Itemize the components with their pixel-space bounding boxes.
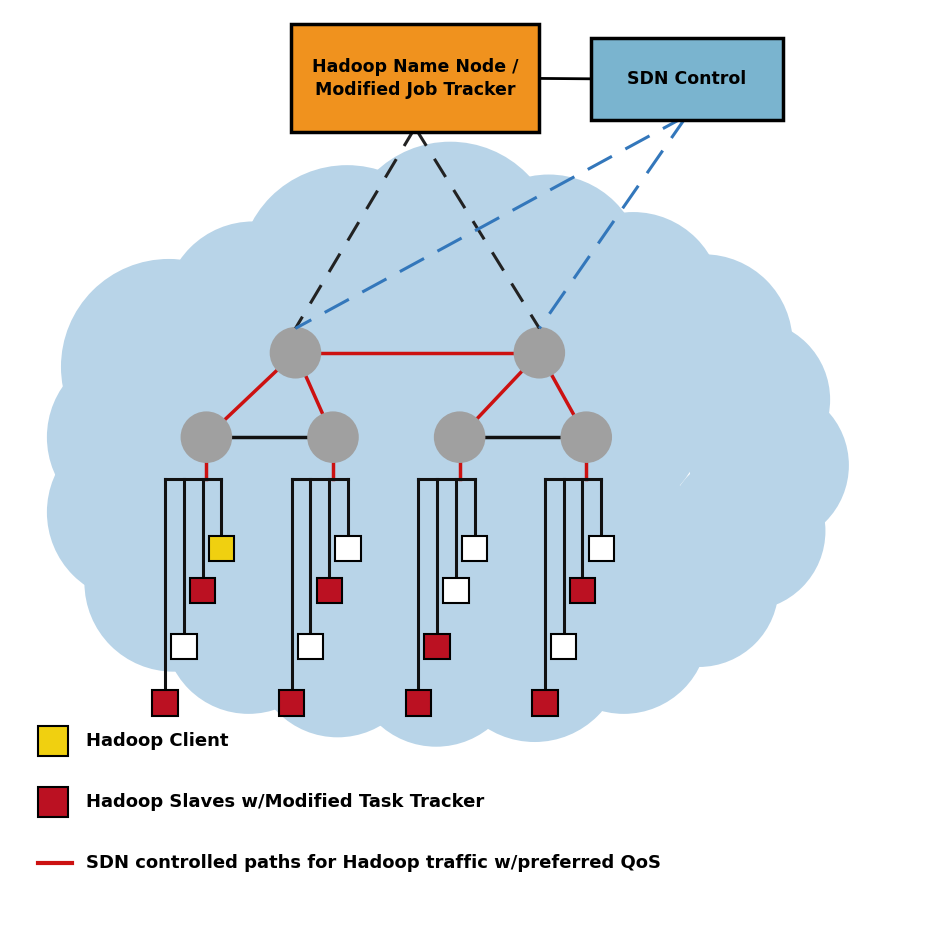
Circle shape: [164, 222, 342, 400]
Circle shape: [671, 320, 830, 479]
FancyBboxPatch shape: [591, 38, 783, 120]
Circle shape: [61, 258, 277, 475]
Circle shape: [539, 545, 708, 713]
Circle shape: [319, 301, 619, 602]
Circle shape: [84, 494, 263, 672]
Circle shape: [281, 254, 525, 498]
Circle shape: [666, 451, 825, 611]
Text: Hadoop Client: Hadoop Client: [86, 732, 229, 750]
Circle shape: [544, 212, 722, 390]
Bar: [38, 787, 68, 817]
Bar: [443, 578, 468, 603]
Bar: [461, 536, 487, 561]
Circle shape: [441, 489, 628, 677]
Text: SDN controlled paths for Hadoop traffic w/preferred QoS: SDN controlled paths for Hadoop traffic …: [86, 854, 661, 872]
Text: SDN Control: SDN Control: [628, 70, 747, 87]
Circle shape: [309, 413, 357, 462]
Circle shape: [234, 470, 422, 658]
Bar: [38, 726, 68, 756]
Circle shape: [515, 328, 564, 377]
Bar: [298, 634, 323, 660]
Bar: [589, 536, 614, 561]
Circle shape: [614, 254, 793, 432]
Circle shape: [47, 423, 225, 602]
Circle shape: [689, 385, 849, 545]
Circle shape: [352, 578, 521, 746]
Bar: [316, 578, 341, 603]
Bar: [189, 578, 215, 603]
Circle shape: [478, 414, 685, 620]
Circle shape: [516, 329, 704, 517]
Bar: [152, 690, 177, 715]
Text: Hadoop Slaves w/Modified Task Tracker: Hadoop Slaves w/Modified Task Tracker: [86, 793, 485, 811]
Circle shape: [455, 175, 643, 362]
Circle shape: [446, 564, 624, 742]
Bar: [570, 578, 596, 603]
Text: Hadoop Name Node /
Modified Job Tracker: Hadoop Name Node / Modified Job Tracker: [311, 57, 519, 100]
Bar: [336, 536, 360, 561]
Circle shape: [253, 569, 422, 737]
Circle shape: [281, 423, 525, 667]
Circle shape: [47, 348, 225, 526]
Bar: [171, 634, 196, 660]
Bar: [424, 634, 450, 660]
Bar: [551, 634, 576, 660]
Bar: [532, 690, 557, 715]
Circle shape: [562, 413, 611, 462]
Circle shape: [239, 165, 455, 381]
Circle shape: [164, 545, 333, 713]
Circle shape: [342, 142, 558, 357]
Circle shape: [435, 413, 484, 462]
Circle shape: [271, 328, 320, 377]
Circle shape: [70, 296, 239, 465]
Circle shape: [122, 395, 328, 602]
Bar: [208, 536, 234, 561]
Circle shape: [619, 508, 779, 667]
FancyBboxPatch shape: [291, 24, 539, 133]
Circle shape: [182, 413, 231, 462]
Bar: [279, 690, 304, 715]
Circle shape: [178, 301, 478, 602]
Bar: [405, 690, 431, 715]
